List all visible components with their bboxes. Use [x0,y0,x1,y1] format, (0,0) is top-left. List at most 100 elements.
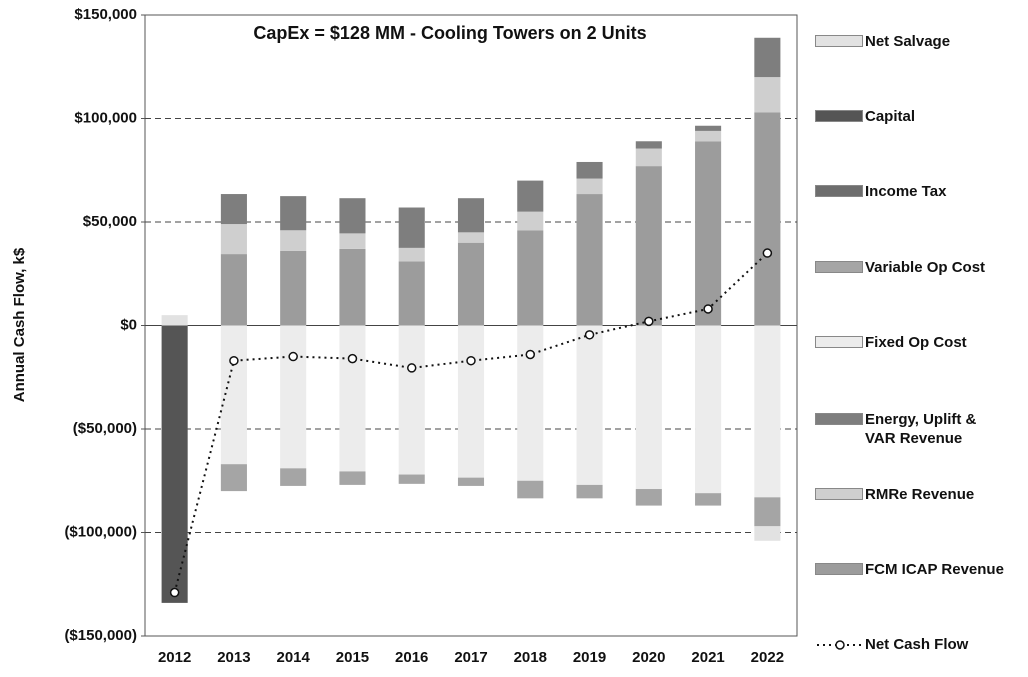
bar-segment [280,468,307,486]
x-tick-label: 2014 [276,649,310,666]
bar-segment [695,325,722,494]
bar-segment [576,161,603,179]
bar-segment [635,489,662,506]
x-tick-label: 2015 [336,649,369,666]
bar-segment [457,242,485,326]
bar-segment [517,325,544,481]
legend-item: Variable Op Cost [815,258,1025,277]
bar-segment [220,194,247,225]
y-tick-label: $100,000 [74,109,137,126]
bar-segment [754,37,781,78]
bar-segment [161,315,188,326]
legend-item: Net Cash Flow [815,635,1025,654]
bar-segment [398,325,425,475]
bar-segment [695,493,722,506]
bar-segment [339,198,366,234]
bar-segment [635,148,662,167]
legend-label: Capital [865,108,916,125]
legend-item: Capital [815,107,1025,126]
bar-segment [576,194,603,326]
bar-segment [576,484,603,499]
bar-segment [635,166,662,326]
net-cash-flow-point [466,355,476,366]
bar-segment [576,325,603,485]
net-cash-flow-point [288,351,298,362]
bar-segment [754,497,781,527]
legend-item: Net Salvage [815,32,1025,51]
legend-label: Net Cash Flow [865,636,969,653]
net-cash-flow-point [169,587,180,598]
x-tick-label: 2020 [632,649,665,666]
x-tick-label: 2018 [514,649,547,666]
legend-swatch [815,336,863,348]
legend-label: Variable Op Cost [865,259,986,276]
legend-label: FCM ICAP Revenue [865,561,1004,578]
legend-label: Net Salvage [865,33,951,50]
bar-segment [398,207,425,248]
bar-segment [754,112,781,326]
bar-segment [754,526,781,541]
bar-segment [517,230,544,326]
legend-swatch [815,638,865,650]
bar-segment [220,325,247,465]
bar-segment [280,250,307,326]
legend-swatch [815,488,863,500]
legend-swatch [815,563,863,575]
bar-segment [457,232,485,243]
bar-segment [457,325,485,478]
legend-label: Fixed Op Cost [865,334,967,351]
bar-segment [517,211,544,231]
chart-title: CapEx = $128 MM - Cooling Towers on 2 Un… [253,23,646,43]
legend-item: RMRe Revenue [815,485,1025,504]
bar-segment [398,474,425,484]
y-tick-label: ($100,000) [64,523,137,540]
bar-segment [280,230,307,251]
net-cash-flow-point [644,316,654,327]
x-tick-label: 2016 [395,649,428,666]
bar-segment [339,248,366,326]
y-tick-label: ($150,000) [64,627,137,644]
bar-segment [398,247,425,262]
bar-segment [695,141,722,326]
legend-item: Fixed Op Cost [815,333,1025,352]
net-cash-flow-point [703,304,713,314]
y-tick-label: $50,000 [83,213,137,230]
net-cash-flow-point [525,349,536,360]
y-axis-title: Annual Cash Flow, k$ [11,247,28,402]
bar-segment [695,130,722,142]
bar-segment [339,471,366,485]
x-tick-label: 2013 [217,649,250,666]
net-cash-flow-point [406,363,417,373]
bar-segment [280,325,307,469]
legend-label: RMRe Revenue [865,486,975,503]
bar-segment [695,125,722,131]
legend-swatch [815,413,863,425]
legend-label: Income Tax [865,183,947,200]
bar-segment [161,325,188,603]
legend-item: FCM ICAP Revenue [815,560,1025,579]
y-tick-label: $0 [120,316,137,333]
legend-line [817,640,863,650]
legend-swatch [815,35,863,47]
x-tick-label: 2022 [751,649,784,666]
bar-segment [280,196,307,231]
net-cash-flow-point [229,355,239,366]
bar-segment [635,325,662,490]
bar-segment [339,233,366,249]
legend-item: Energy, Uplift & VAR Revenue [815,410,1025,448]
x-tick-label: 2017 [454,649,487,666]
legend-swatch [815,110,863,122]
bar-segment [220,224,247,255]
bar-segment [517,180,544,212]
legend-label: Energy, Uplift & VAR Revenue [865,411,977,447]
bar-segment [398,261,425,326]
legend-swatch [815,261,863,273]
net-cash-flow-point [762,248,773,258]
legend-item: Income Tax [815,182,1025,201]
net-cash-flow-point [347,353,358,364]
x-tick-label: 2012 [158,649,191,666]
bar-segment [457,477,485,486]
bar-segment [635,141,662,149]
